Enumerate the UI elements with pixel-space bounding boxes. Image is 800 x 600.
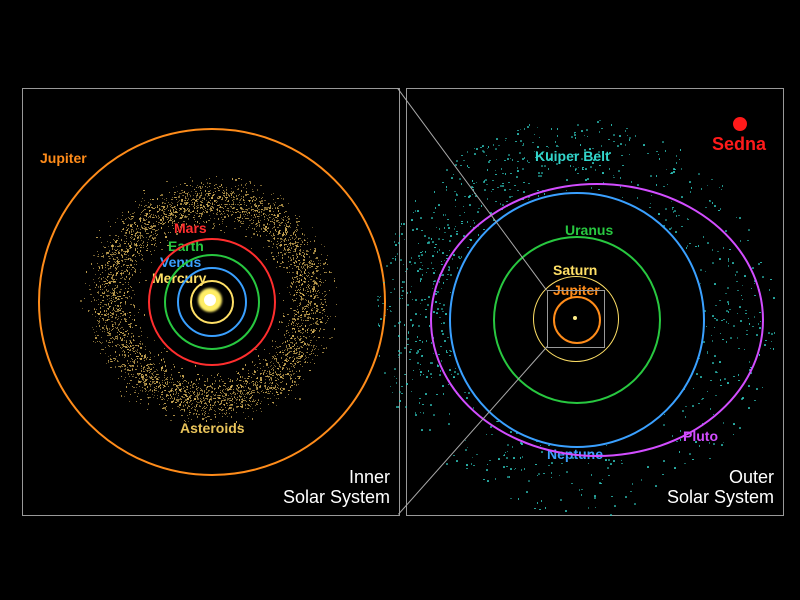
label-asteroids: Asteroids xyxy=(180,420,245,436)
sun-outer xyxy=(573,316,577,320)
outer-title: Outer Solar System xyxy=(667,468,774,508)
sedna-dot xyxy=(733,117,747,131)
label-pluto-outer: Pluto xyxy=(683,428,718,444)
label-kuiper-belt: Kuiper Belt xyxy=(535,148,610,164)
label-sedna: Sedna xyxy=(712,134,766,155)
inner-title: Inner Solar System xyxy=(283,468,390,508)
solar-system-diagram: Inner Solar SystemOuter Solar SystemMerc… xyxy=(0,0,800,600)
label-jupiter: Jupiter xyxy=(40,150,87,166)
